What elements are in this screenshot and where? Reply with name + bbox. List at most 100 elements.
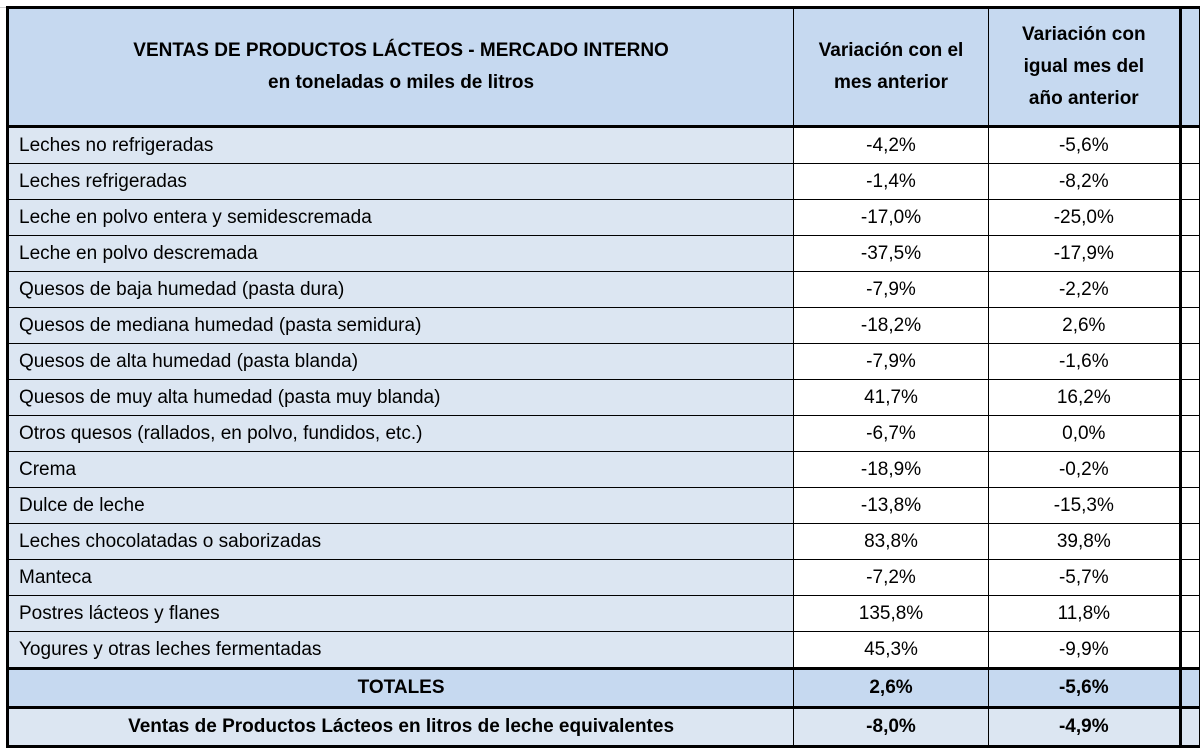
value-cell: -4,9% xyxy=(987,707,1181,748)
value-cell: -37,5% xyxy=(793,235,989,272)
header-title-line: VENTAS DE PRODUCTOS LÁCTEOS - MERCADO IN… xyxy=(133,40,669,61)
value-cell: -15,3% xyxy=(987,487,1181,524)
row-label-cell: TOTALES xyxy=(5,667,795,709)
product-cell: Postres lácteos y flanes xyxy=(5,595,795,632)
value-cell: -7,9% xyxy=(793,343,989,380)
edge-cell xyxy=(1178,126,1200,164)
header-title-line: en toneladas o miles de litros xyxy=(268,72,535,93)
value-cell: -1,4% xyxy=(793,163,989,200)
value-cell: -17,9% xyxy=(987,235,1181,272)
table-body: VENTAS DE PRODUCTOS LÁCTEOS - MERCADO IN… xyxy=(5,6,1200,748)
value-cell: -7,2% xyxy=(793,559,989,596)
data-row: Quesos de muy alta humedad (pasta muy bl… xyxy=(5,379,1200,416)
edge-cell xyxy=(1178,667,1200,709)
value-cell: -8,2% xyxy=(987,163,1181,200)
sales-table: VENTAS DE PRODUCTOS LÁCTEOS - MERCADO IN… xyxy=(5,6,1200,748)
product-cell: Leche en polvo descremada xyxy=(5,235,795,272)
edge-cell xyxy=(1178,707,1200,748)
value-cell: -6,7% xyxy=(793,415,989,452)
product-cell: Crema xyxy=(5,451,795,488)
product-cell: Manteca xyxy=(5,559,795,596)
value-cell: 45,3% xyxy=(793,631,989,669)
value-cell: -7,9% xyxy=(793,271,989,308)
value-cell: -18,2% xyxy=(793,307,989,344)
value-cell: -1,6% xyxy=(987,343,1181,380)
data-row: Leche en polvo descremada -37,5% -17,9% xyxy=(5,235,1200,272)
value-cell: -25,0% xyxy=(987,199,1181,236)
product-cell: Quesos de mediana humedad (pasta semidur… xyxy=(5,307,795,344)
value-cell: -2,2% xyxy=(987,271,1181,308)
edge-cell xyxy=(1178,631,1200,669)
product-cell: Dulce de leche xyxy=(5,487,795,524)
value-cell: 11,8% xyxy=(987,595,1181,632)
value-cell: 2,6% xyxy=(987,307,1181,344)
data-row: Quesos de alta humedad (pasta blanda) -7,… xyxy=(5,343,1200,380)
edge-cell xyxy=(1178,451,1200,488)
value-cell: -5,7% xyxy=(987,559,1181,596)
value-cell: 16,2% xyxy=(987,379,1181,416)
row-label-cell: Ventas de Productos Lácteos en litros de… xyxy=(5,707,795,748)
edge-cell xyxy=(1178,199,1200,236)
data-row: Postres lácteos y flanes 135,8% 11,8% xyxy=(5,595,1200,632)
data-row: Quesos de mediana humedad (pasta semidur… xyxy=(5,307,1200,344)
value-cell: 2,6% xyxy=(793,667,989,709)
data-row: Quesos de baja humedad (pasta dura) -7,9%… xyxy=(5,271,1200,308)
data-row: Leche en polvo entera y semidescremada -1… xyxy=(5,199,1200,236)
value-cell: -18,9% xyxy=(793,451,989,488)
edge-cell xyxy=(1178,415,1200,452)
product-cell: Leches refrigeradas xyxy=(5,163,795,200)
edge-cell xyxy=(1178,235,1200,272)
product-cell: Quesos de muy alta humedad (pasta muy bl… xyxy=(5,379,795,416)
data-row: Crema -18,9% -0,2% xyxy=(5,451,1200,488)
data-row: Manteca -7,2% -5,7% xyxy=(5,559,1200,596)
value-cell: 39,8% xyxy=(987,523,1181,560)
edge-cell xyxy=(1178,523,1200,560)
product-cell: Leches no refrigeradas xyxy=(5,126,795,164)
value-cell: 0,0% xyxy=(987,415,1181,452)
data-row: Leches chocolatadas o saborizadas 83,8% 39… xyxy=(5,523,1200,560)
product-cell: Quesos de alta humedad (pasta blanda) xyxy=(5,343,795,380)
data-row: Dulce de leche -13,8% -15,3% xyxy=(5,487,1200,524)
product-cell: Otros quesos (rallados, en polvo, fundid… xyxy=(5,415,795,452)
totals-row: TOTALES 2,6% -5,6% xyxy=(5,667,1200,709)
value-cell: 135,8% xyxy=(793,595,989,632)
value-cell: -9,9% xyxy=(987,631,1181,669)
value-cell: -8,0% xyxy=(793,707,989,748)
edge-cell xyxy=(1178,343,1200,380)
edge-cell xyxy=(1178,271,1200,308)
product-cell: Yogures y otras leches fermentadas xyxy=(5,631,795,669)
header-column-line: Variación con el xyxy=(818,40,964,61)
data-row: Leches refrigeradas -1,4% -8,2% xyxy=(5,163,1200,200)
data-row: Otros quesos (rallados, en polvo, fundid… xyxy=(5,415,1200,452)
value-cell: -17,0% xyxy=(793,199,989,236)
header-column-line: mes anterior xyxy=(833,72,949,93)
product-cell: Leches chocolatadas o saborizadas xyxy=(5,523,795,560)
edge-cell xyxy=(1178,163,1200,200)
value-cell: -13,8% xyxy=(793,487,989,524)
equivalent-row: Ventas de Productos Lácteos en litros de… xyxy=(5,707,1200,748)
data-row: Leches no refrigeradas -4,2% -5,6% xyxy=(5,126,1200,164)
edge-cell xyxy=(1178,559,1200,596)
header-column-cell: Variación con el mes anterior xyxy=(793,6,989,128)
value-cell: -5,6% xyxy=(987,126,1181,164)
value-cell: 41,7% xyxy=(793,379,989,416)
header-column-line: igual mes del xyxy=(1023,56,1144,77)
edge-cell xyxy=(1178,6,1200,128)
header-column-cell: Variación con igual mes del año anterior xyxy=(987,6,1181,128)
value-cell: 83,8% xyxy=(793,523,989,560)
edge-cell xyxy=(1178,595,1200,632)
edge-cell xyxy=(1178,379,1200,416)
product-cell: Leche en polvo entera y semidescremada xyxy=(5,199,795,236)
value-cell: -4,2% xyxy=(793,126,989,164)
value-cell: -0,2% xyxy=(987,451,1181,488)
edge-cell xyxy=(1178,487,1200,524)
header-row: VENTAS DE PRODUCTOS LÁCTEOS - MERCADO IN… xyxy=(5,6,1200,128)
value-cell: -5,6% xyxy=(987,667,1181,709)
edge-cell xyxy=(1178,307,1200,344)
data-row: Yogures y otras leches fermentadas 45,3% -… xyxy=(5,631,1200,669)
header-column-line: Variación con xyxy=(1022,24,1146,45)
header-title-cell: VENTAS DE PRODUCTOS LÁCTEOS - MERCADO IN… xyxy=(5,6,795,128)
header-column-line: año anterior xyxy=(1028,88,1139,109)
product-cell: Quesos de baja humedad (pasta dura) xyxy=(5,271,795,308)
